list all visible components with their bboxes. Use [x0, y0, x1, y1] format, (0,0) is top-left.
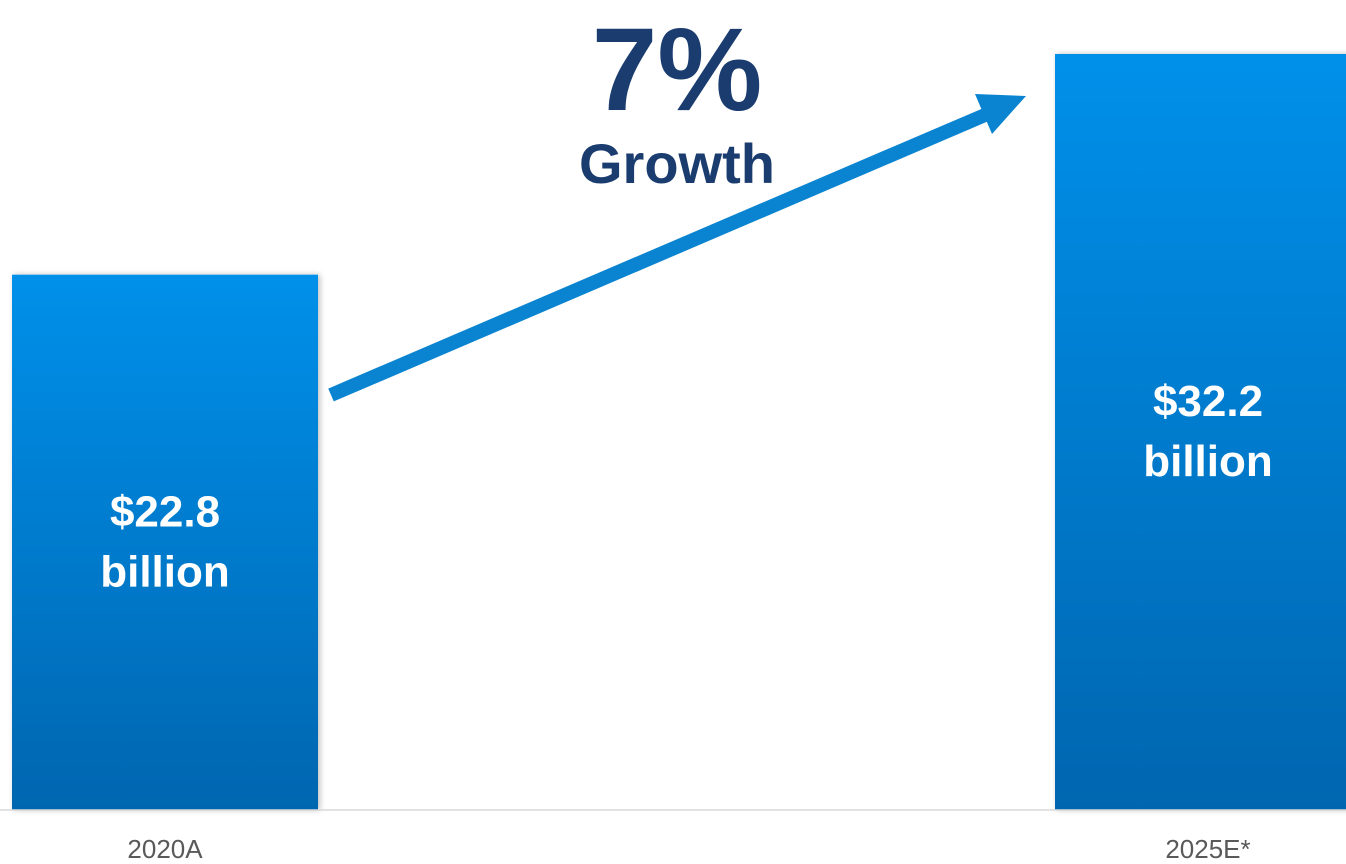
growth-label: Growth	[579, 132, 775, 195]
growth-arrow	[328, 94, 1026, 402]
category-label: 2025E*	[1165, 834, 1250, 864]
growth-percent: 7%	[592, 4, 763, 136]
bar-2025e	[1055, 54, 1346, 810]
bar-2020a	[12, 274, 318, 810]
labels-layer: $22.8 billion 2020A $32.2 billion 2025E*	[100, 377, 1273, 864]
bar-value-label: $32.2	[1153, 377, 1263, 426]
category-label: 2020A	[127, 834, 203, 864]
bar-value-label: billion	[1143, 437, 1273, 486]
bars-layer	[12, 54, 1346, 810]
growth-arrow-head	[975, 94, 1026, 134]
bar-value-label: $22.8	[110, 487, 220, 536]
bar-value-label: billion	[100, 547, 230, 596]
growth-arrow-shaft	[328, 108, 988, 402]
